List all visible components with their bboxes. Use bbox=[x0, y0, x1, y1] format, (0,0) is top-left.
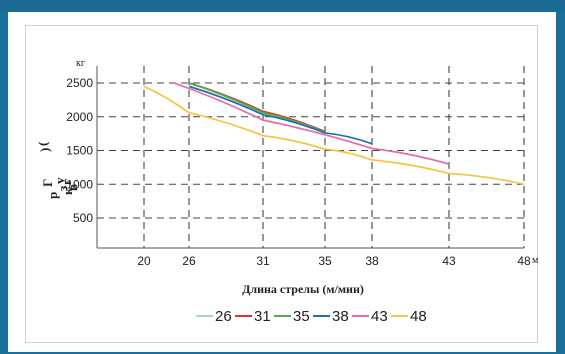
x-tick-label: 31 bbox=[256, 254, 270, 268]
y-axis-title-fragment: в bbox=[65, 184, 80, 191]
series-line-35 bbox=[188, 82, 326, 134]
y-axis-title-fragment: Г bbox=[40, 179, 55, 187]
y-axis-title-fragments: Гр уз () вкг bbox=[35, 142, 80, 199]
series-line-43 bbox=[173, 82, 450, 165]
y-axis-title-fragment: ( bbox=[35, 142, 50, 146]
legend-label: 48 bbox=[410, 308, 427, 325]
y-tick-labels: 500 1000 1500 2000 2500 bbox=[66, 76, 93, 225]
series-line-48 bbox=[143, 85, 525, 186]
x-tick-label: 43 bbox=[442, 254, 456, 268]
legend-label: 31 bbox=[254, 308, 271, 325]
y-tick-label: 2500 bbox=[66, 76, 93, 90]
x-tick-label: 38 bbox=[365, 254, 379, 268]
y-axis-title-fragment: з bbox=[55, 186, 70, 191]
x-unit-label: м bbox=[532, 255, 539, 266]
y-axis-title-fragment: у bbox=[52, 177, 67, 184]
x-tick-label: 26 bbox=[182, 254, 196, 268]
series-line-38 bbox=[188, 85, 373, 145]
legend-label: 26 bbox=[215, 308, 232, 325]
series-lines bbox=[143, 82, 525, 186]
legend-label: 35 bbox=[293, 308, 310, 325]
y-tick-label: 2000 bbox=[66, 110, 93, 124]
x-tick-label: 48 bbox=[517, 254, 531, 268]
y-axis-title-fragment: ) bbox=[37, 148, 52, 152]
y-axis-title-fragment: р bbox=[45, 192, 60, 199]
y-axis-title-fragment: к bbox=[60, 187, 75, 195]
y-axis-title-fragment: г bbox=[59, 179, 74, 185]
legend-label: 38 bbox=[332, 308, 349, 325]
legend-label: 43 bbox=[371, 308, 388, 325]
top-bar bbox=[0, 0, 565, 11]
legend: 26 31 35 38 43 48 bbox=[196, 308, 427, 325]
y-tick-label: 1000 bbox=[66, 177, 93, 191]
grid-lines bbox=[96, 66, 525, 249]
y-tick-label: 1500 bbox=[66, 144, 93, 158]
x-tick-labels: 20 26 31 35 38 43 48 bbox=[137, 254, 531, 268]
x-tick-label: 35 bbox=[318, 254, 332, 268]
y-unit-label: кг bbox=[76, 58, 85, 69]
y-tick-label: 500 bbox=[73, 211, 93, 225]
x-tick-label: 20 bbox=[137, 254, 151, 268]
x-axis-title: Длина стрелы (м/мин) bbox=[242, 282, 364, 296]
